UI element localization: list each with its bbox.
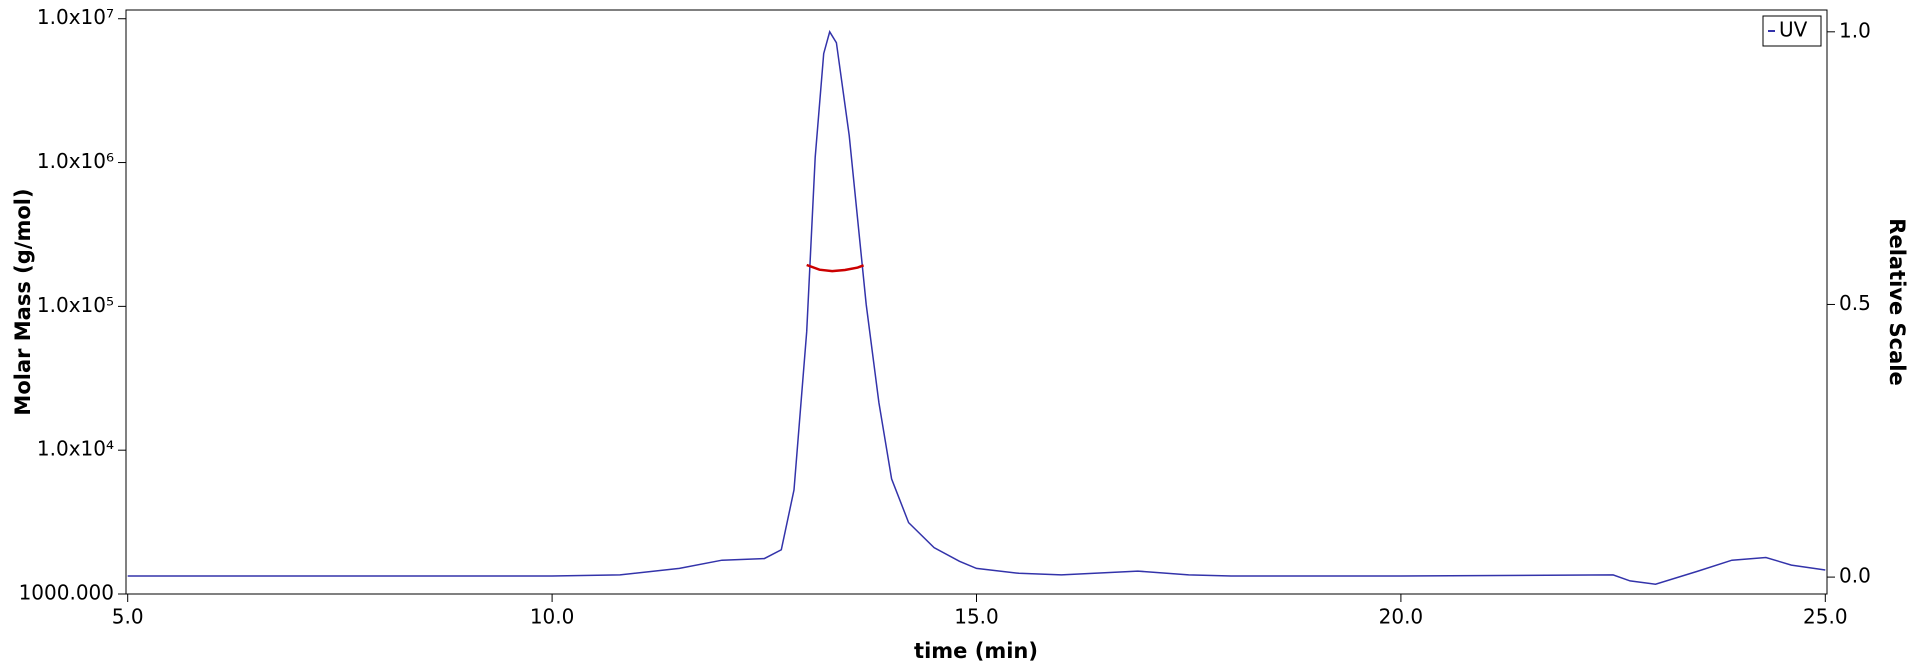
y2-tick-label: 0.5 [1839,291,1871,315]
y-tick-label: 1.0x10⁵ [37,293,114,317]
y-axis-label: Molar Mass (g/mol) [11,188,35,415]
x-tick-label: 25.0 [1803,605,1848,629]
y2-axis-label: Relative Scale [1885,218,1909,385]
series-line [127,29,1826,585]
x-tick-label: 10.0 [530,605,575,629]
y-tick-label: 1.0x10⁷ [37,5,114,29]
y-tick-label: 1000.000 [19,581,114,605]
x-axis-label: time (min) [914,639,1038,663]
y-tick-label: 1.0x10⁶ [37,149,114,173]
y2-tick-label: 0.0 [1839,564,1871,588]
x-tick-label: 20.0 [1379,605,1424,629]
y-tick-label: 1.0x10⁴ [37,437,114,461]
plot-frame [125,9,1828,595]
y2-tick-label: 1.0 [1839,18,1871,42]
series-line [806,263,865,273]
x-tick-label: 5.0 [112,605,144,629]
x-tick-label: 15.0 [954,605,999,629]
legend-label: UV [1779,18,1808,42]
